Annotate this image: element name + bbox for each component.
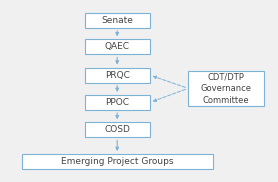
FancyBboxPatch shape	[22, 154, 213, 169]
FancyBboxPatch shape	[85, 122, 150, 137]
FancyBboxPatch shape	[85, 13, 150, 28]
Text: Emerging Project Groups: Emerging Project Groups	[61, 157, 173, 166]
FancyBboxPatch shape	[85, 95, 150, 110]
Text: Senate: Senate	[101, 16, 133, 25]
Text: CDT/DTP
Governance
Committee: CDT/DTP Governance Committee	[201, 72, 252, 105]
Text: PPOC: PPOC	[105, 98, 129, 107]
Text: COSD: COSD	[104, 125, 130, 134]
FancyBboxPatch shape	[85, 39, 150, 54]
Text: QAEC: QAEC	[105, 42, 130, 51]
FancyBboxPatch shape	[188, 71, 264, 106]
Text: PRQC: PRQC	[105, 71, 130, 80]
FancyBboxPatch shape	[85, 68, 150, 83]
